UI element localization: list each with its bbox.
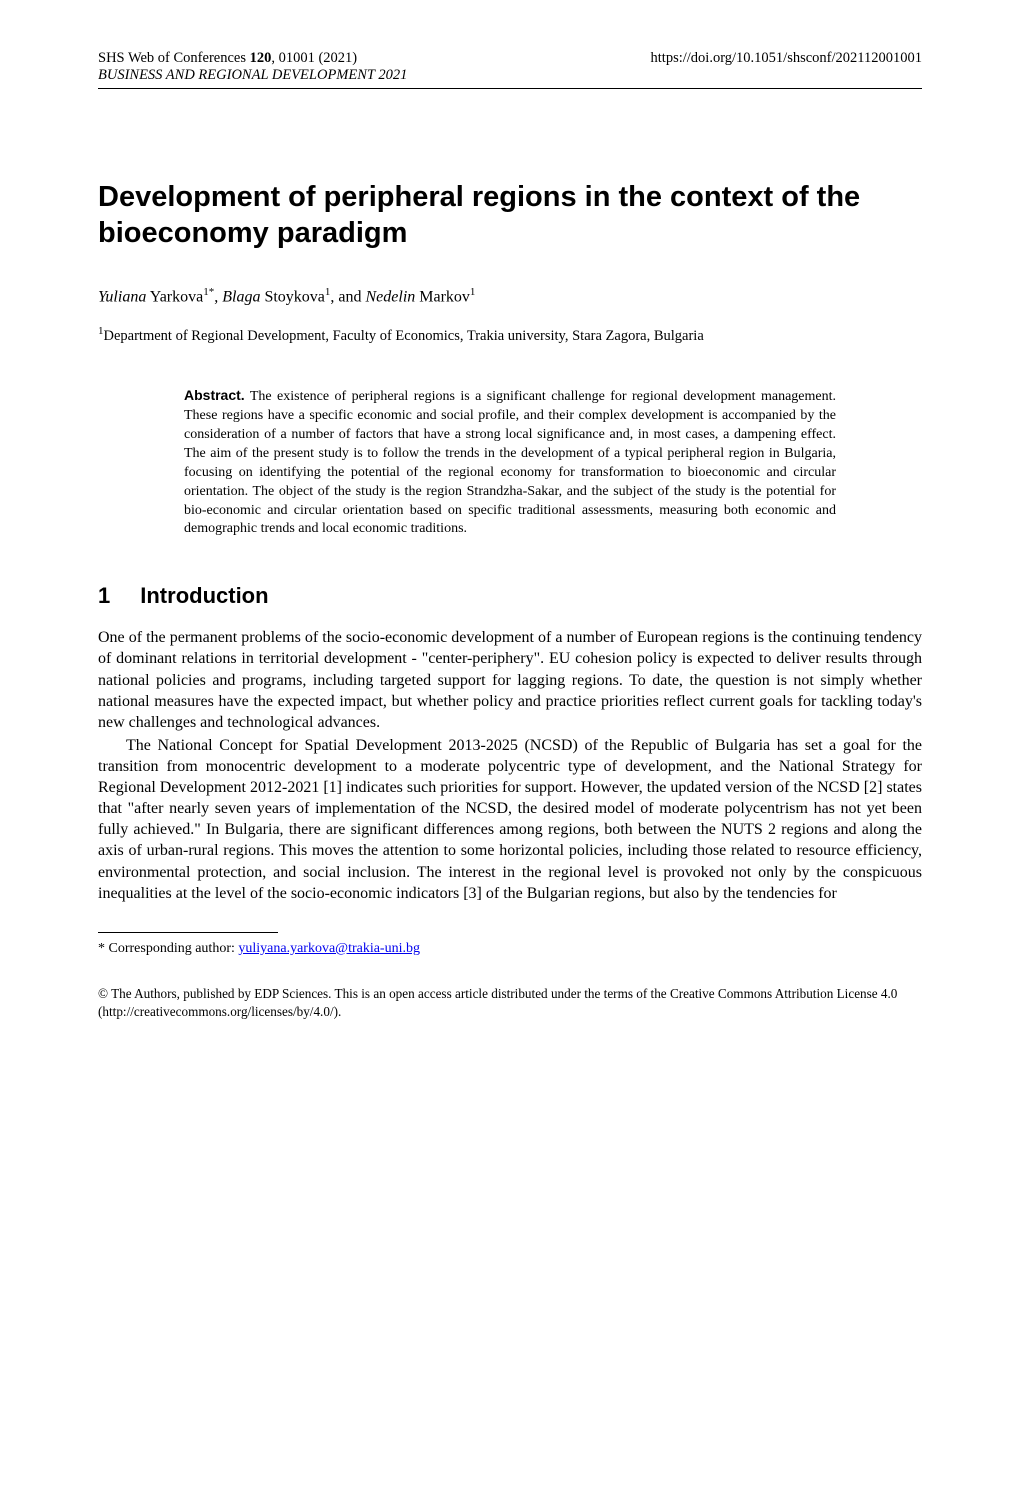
license-text: © The Authors, published by EDP Sciences… [98, 985, 922, 1021]
doi: https://doi.org/10.1051/shsconf/20211200… [651, 50, 922, 66]
author3-given: Nedelin [366, 288, 416, 305]
page: SHS Web of Conferences 120, 01001 (2021)… [0, 0, 1020, 1060]
article-number: , 01001 (2021) [271, 50, 357, 66]
section-number: 1 [98, 583, 110, 609]
author3-affil-sup: 1 [470, 286, 476, 298]
affiliation-text: Department of Regional Development, Facu… [104, 328, 704, 344]
section-title: Introduction [140, 583, 268, 608]
running-header: SHS Web of Conferences 120, 01001 (2021)… [98, 50, 922, 84]
author3-surname: Markov [415, 288, 470, 305]
header-right: https://doi.org/10.1051/shsconf/20211200… [651, 50, 922, 84]
footnote-label: * Corresponding author: [98, 941, 238, 956]
author1-surname: Yarkova [146, 288, 203, 305]
section-heading: 1 Introduction [98, 583, 922, 609]
header-left: SHS Web of Conferences 120, 01001 (2021)… [98, 50, 407, 84]
journal-name: SHS Web of Conferences [98, 50, 250, 66]
abstract-text: The existence of peripheral regions is a… [184, 389, 836, 536]
header-rule [98, 88, 922, 89]
conference-line: BUSINESS AND REGIONAL DEVELOPMENT 2021 [98, 67, 407, 84]
journal-line: SHS Web of Conferences 120, 01001 (2021) [98, 50, 407, 67]
corresponding-author-footnote: * Corresponding author: yuliyana.yarkova… [98, 941, 922, 957]
volume: 120 [250, 50, 272, 66]
footnote-rule [98, 932, 278, 933]
author1-given: Yuliana [98, 288, 146, 305]
author1-affil-sup: 1* [203, 286, 214, 298]
affiliation: 1Department of Regional Development, Fac… [98, 324, 922, 346]
authors-line: Yuliana Yarkova1*, Blaga Stoykova1, and … [98, 286, 922, 306]
paper-title: Development of peripheral regions in the… [98, 179, 922, 252]
body-paragraph: One of the permanent problems of the soc… [98, 627, 922, 733]
author2-surname: Stoykova [260, 288, 324, 305]
abstract-label: Abstract. [184, 387, 245, 403]
abstract: Abstract. The existence of peripheral re… [184, 386, 836, 539]
body-paragraph: The National Concept for Spatial Develop… [98, 735, 922, 904]
author-sep: , and [330, 288, 365, 305]
author2-given: Blaga [222, 288, 260, 305]
corresponding-email-link[interactable]: yuliyana.yarkova@trakia-uni.bg [238, 941, 420, 956]
